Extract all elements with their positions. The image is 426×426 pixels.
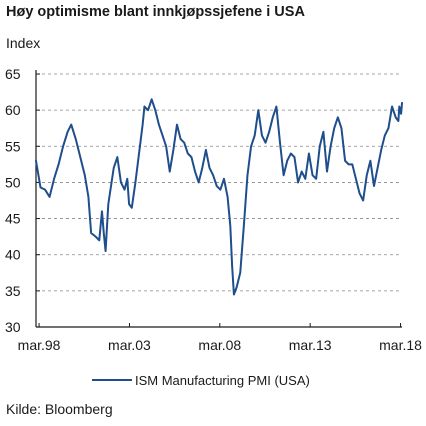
y-tick-label: 65 — [5, 66, 21, 82]
y-axis-unit-label: Index — [6, 35, 41, 51]
y-tick-label: 55 — [5, 138, 21, 154]
y-tick-label: 35 — [5, 283, 21, 299]
gridlines — [36, 73, 402, 292]
source-note: Kilde: Bloomberg — [6, 401, 113, 417]
x-tick-label: mar.18 — [379, 337, 422, 353]
y-tick-label: 45 — [5, 211, 21, 227]
x-tick-label: mar.98 — [18, 337, 61, 353]
y-tick-label: 50 — [5, 174, 21, 190]
axes — [35, 70, 402, 328]
series-lines — [35, 98, 403, 296]
x-tick-label: mar.03 — [108, 337, 151, 353]
legend: ISM Manufacturing PMI (USA) — [92, 373, 310, 388]
x-tick-label: mar.13 — [289, 337, 332, 353]
chart-title: Høy optimisme blant innkjøpssjefene i US… — [6, 4, 305, 20]
x-tick-label: mar.08 — [198, 337, 241, 353]
y-tick-label: 30 — [5, 319, 21, 335]
y-tick-label: 40 — [5, 247, 21, 263]
y-tick-label: 60 — [5, 102, 21, 118]
series-line-ism-pmi — [35, 98, 403, 296]
legend-label: ISM Manufacturing PMI (USA) — [135, 373, 310, 388]
tick-labels: 30 35 40 45 50 55 60 65 mar.98 mar.03 mar.08 mar.13… — [5, 66, 422, 353]
